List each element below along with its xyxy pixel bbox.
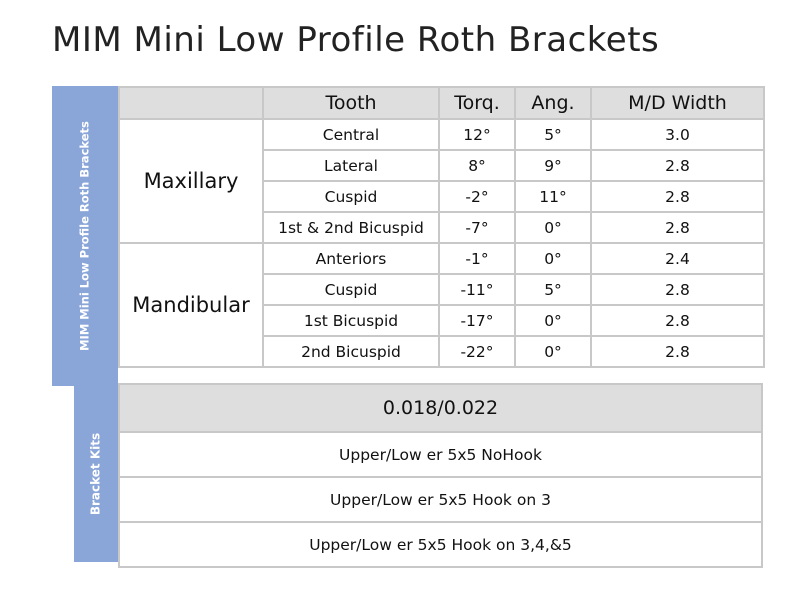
tooth-cell: Cuspid (262, 180, 440, 213)
angulation-cell: 11° (514, 180, 592, 213)
table-row: Cuspid -2° 11° 2.8 (119, 180, 765, 213)
torque-cell: -7° (438, 211, 516, 244)
torque-cell: -2° (438, 180, 516, 213)
header-tooth: Tooth (262, 86, 440, 120)
width-cell: 2.4 (590, 242, 765, 275)
torque-cell: -17° (438, 304, 516, 337)
table-row: Lateral 8° 9° 2.8 (119, 149, 765, 182)
angulation-cell: 0° (514, 211, 592, 244)
bracket-spec-table: Tooth Torq. Ang. M/D Width Maxillary Cen… (118, 86, 765, 368)
tooth-cell: 2nd Bicuspid (262, 335, 440, 368)
kit-row: Upper/Low er 5x5 Hook on 3,4,&5 (118, 521, 763, 568)
angulation-cell: 0° (514, 242, 592, 275)
kit-row: Upper/Low er 5x5 Hook on 3 (118, 476, 763, 523)
width-cell: 3.0 (590, 118, 765, 151)
header-md-width: M/D Width (590, 86, 765, 120)
angulation-cell: 0° (514, 304, 592, 337)
header-blank-cell (118, 86, 264, 120)
tooth-cell: Central (262, 118, 440, 151)
tooth-cell: Lateral (262, 149, 440, 182)
torque-cell: -1° (438, 242, 516, 275)
width-cell: 2.8 (590, 149, 765, 182)
tooth-cell: 1st & 2nd Bicuspid (262, 211, 440, 244)
torque-cell: 12° (438, 118, 516, 151)
table-header-row: Tooth Torq. Ang. M/D Width (118, 86, 765, 120)
table-row: 1st Bicuspid -17° 0° 2.8 (119, 304, 765, 337)
table-row: 2nd Bicuspid -22° 0° 2.8 (119, 335, 765, 368)
angulation-cell: 5° (514, 273, 592, 306)
header-angulation: Ang. (514, 86, 592, 120)
kits-side-label-text: Bracket Kits (88, 432, 103, 516)
table-row: 1st & 2nd Bicuspid -7° 0° 2.8 (119, 211, 765, 244)
torque-cell: -22° (438, 335, 516, 368)
group-label-mandibular: Mandibular (118, 242, 264, 368)
torque-cell: -11° (438, 273, 516, 306)
width-cell: 2.8 (590, 273, 765, 306)
width-cell: 2.8 (590, 335, 765, 368)
width-cell: 2.8 (590, 304, 765, 337)
table-row: Cuspid -11° 5° 2.8 (119, 273, 765, 306)
kit-row: Upper/Low er 5x5 NoHook (118, 431, 763, 478)
angulation-cell: 9° (514, 149, 592, 182)
width-cell: 2.8 (590, 180, 765, 213)
kits-side-label: Bracket Kits (74, 386, 118, 562)
kit-item: Upper/Low er 5x5 Hook on 3 (118, 476, 763, 523)
angulation-cell: 0° (514, 335, 592, 368)
kits-size-row: 0.018/0.022 (118, 383, 763, 433)
page-title: MIM Mini Low Profile Roth Brackets (52, 20, 660, 60)
table-row: Maxillary Central 12° 5° 3.0 (118, 118, 765, 244)
table-row: Mandibular Anteriors -1° 0° 2.4 (118, 242, 765, 368)
header-torque: Torq. (438, 86, 516, 120)
width-cell: 2.8 (590, 211, 765, 244)
kit-item: Upper/Low er 5x5 Hook on 3,4,&5 (118, 521, 763, 568)
bracket-kits-table: 0.018/0.022 Upper/Low er 5x5 NoHook Uppe… (118, 383, 763, 568)
angulation-cell: 5° (514, 118, 592, 151)
group-label-maxillary: Maxillary (118, 118, 264, 244)
tooth-cell: Cuspid (262, 273, 440, 306)
tooth-cell: 1st Bicuspid (262, 304, 440, 337)
slot-size-cell: 0.018/0.022 (118, 383, 763, 433)
specs-side-label: MIM Mini Low Profile Roth Brackets (52, 86, 118, 386)
kit-item: Upper/Low er 5x5 NoHook (118, 431, 763, 478)
specs-side-label-text: MIM Mini Low Profile Roth Brackets (77, 121, 92, 351)
tooth-cell: Anteriors (262, 242, 440, 275)
torque-cell: 8° (438, 149, 516, 182)
